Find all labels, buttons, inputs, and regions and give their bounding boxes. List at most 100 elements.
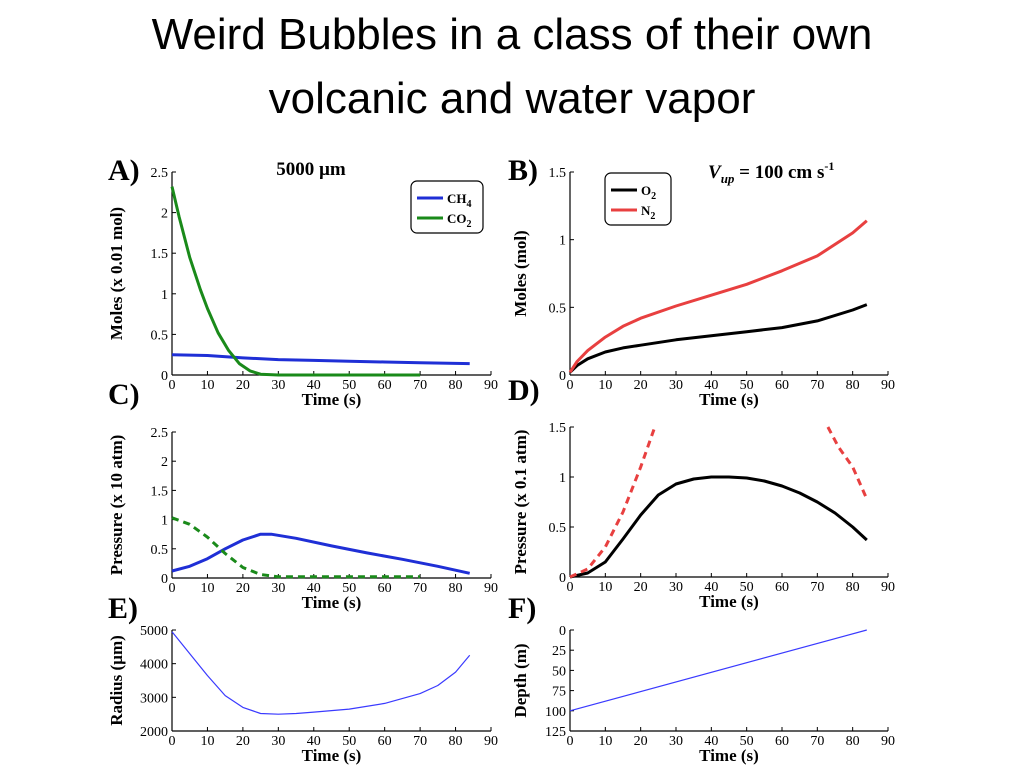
chart-panel-1: 0 10 20 30 40 50 60 70 80 90 0 0.5 1 1.5 2 2.5 Time (s) M… [107, 154, 498, 409]
series-line-2 [569, 426, 657, 579]
x-tick-label: 50 [740, 378, 754, 393]
x-tick-label: 20 [236, 581, 250, 596]
x-tick-label: 70 [413, 734, 427, 749]
y-tick-label: 0.5 [549, 301, 567, 316]
y-tick-label: 0 [161, 572, 168, 587]
panel-label: F) [508, 592, 536, 625]
y-tick-label: 2 [161, 207, 168, 222]
y-tick-label: 125 [545, 725, 566, 740]
x-tick-label: 0 [567, 580, 574, 595]
y-tick-label: 50 [552, 664, 566, 679]
y-axis-label: Pressure (x 0.1 atm) [511, 430, 530, 575]
x-tick-label: 0 [169, 734, 176, 749]
x-tick-label: 40 [307, 581, 321, 596]
x-tick-label: 50 [342, 581, 356, 596]
x-tick-label: 10 [598, 734, 612, 749]
x-tick-label: 50 [740, 580, 754, 595]
series-line-1 [171, 532, 471, 575]
x-tick-label: 70 [810, 734, 824, 749]
y-tick-label: 25 [552, 644, 566, 659]
x-tick-label: 20 [634, 734, 648, 749]
x-tick-label: 90 [881, 734, 895, 749]
y-tick-label: 1 [161, 514, 168, 529]
x-tick-label: 10 [200, 581, 214, 596]
x-axis-label: Time (s) [302, 746, 362, 765]
chart-panel-2: 0 10 20 30 40 50 60 70 80 90 0 0.5 1 1.5 Time (s) Moles… [508, 154, 895, 409]
x-tick-label: 80 [846, 378, 860, 393]
x-tick-label: 0 [567, 378, 574, 393]
x-tick-label: 60 [775, 734, 789, 749]
x-tick-label: 40 [704, 580, 718, 595]
legend-box [410, 180, 484, 234]
x-tick-label: 60 [775, 580, 789, 595]
x-tick-label: 60 [378, 581, 392, 596]
chart-panel-3: 0 10 20 30 40 50 60 70 80 90 0 0.5 1 1.5 2 2.5 Time (s) P… [107, 378, 498, 612]
y-tick-label: 1 [161, 288, 168, 303]
y-tick-label: 1.5 [549, 421, 567, 436]
chart-panel-4: 0 10 20 30 40 50 60 70 80 90 0 0.5 1 1.5 Time (s) Press… [508, 374, 895, 611]
x-tick-label: 70 [413, 378, 427, 393]
y-tick-label: 2.5 [151, 426, 169, 441]
slide-title-line-2: volcanic and water vapor [268, 74, 756, 123]
y-tick-label: 0.5 [151, 543, 169, 558]
x-tick-label: 30 [669, 734, 683, 749]
series-line-1 [569, 629, 867, 712]
y-tick-label: 0 [559, 624, 566, 639]
x-axis-label: Time (s) [302, 593, 362, 612]
x-tick-label: 30 [271, 581, 285, 596]
x-tick-label: 40 [704, 734, 718, 749]
y-axis-label: Depth (m) [511, 643, 530, 717]
y-axis-label: Pressure (x 10 atm) [107, 435, 126, 576]
panel-label: D) [508, 374, 540, 407]
chart-panel-5: 0 10 20 30 40 50 60 70 80 90 2000 3000 4000 5000 Time … [107, 592, 498, 765]
x-tick-label: 10 [598, 378, 612, 393]
series-line-2 [170, 186, 421, 377]
x-tick-label: 10 [598, 580, 612, 595]
x-tick-label: 90 [881, 378, 895, 393]
x-tick-label: 0 [169, 378, 176, 393]
x-tick-label: 30 [669, 580, 683, 595]
panel-label: B) [508, 154, 538, 187]
x-axis-label: Time (s) [699, 746, 759, 765]
y-tick-label: 1.5 [151, 247, 169, 262]
series-line-1 [171, 631, 471, 715]
y-tick-label: 3000 [140, 691, 168, 706]
x-tick-label: 50 [740, 734, 754, 749]
x-tick-label: 10 [200, 734, 214, 749]
x-axis-label: Time (s) [699, 390, 759, 409]
x-axis-label: Time (s) [302, 390, 362, 409]
x-tick-label: 20 [634, 378, 648, 393]
y-axis-label: Radius (µm) [107, 635, 126, 726]
x-tick-label: 80 [449, 734, 463, 749]
y-tick-label: 75 [552, 685, 566, 700]
panel-annotation: 5000 µm [276, 159, 346, 180]
y-tick-label: 1.5 [151, 484, 169, 499]
x-tick-label: 80 [846, 734, 860, 749]
legend-label: CO2 [447, 211, 472, 230]
y-axis-label: Moles (mol) [511, 230, 530, 316]
y-tick-label: 5000 [140, 624, 168, 639]
x-tick-label: 30 [271, 734, 285, 749]
series-line-3 [826, 426, 869, 500]
x-tick-label: 70 [810, 378, 824, 393]
x-tick-label: 50 [342, 734, 356, 749]
x-axis-label: Time (s) [699, 592, 759, 611]
x-tick-label: 60 [378, 378, 392, 393]
y-tick-label: 0 [559, 571, 566, 586]
series-line-1 [171, 353, 470, 366]
series-line-2 [171, 516, 421, 579]
slide-title-line-1: Weird Bubbles in a class of their own [151, 10, 873, 59]
x-tick-label: 70 [413, 581, 427, 596]
panel-label: C) [108, 378, 140, 411]
y-tick-label: 0.5 [151, 328, 169, 343]
x-tick-label: 40 [307, 378, 321, 393]
x-tick-label: 60 [775, 378, 789, 393]
y-tick-label: 2 [161, 455, 168, 470]
velocity-annotation: Vup = 100 cm s-1 [708, 159, 834, 186]
series-line-2 [568, 219, 868, 374]
x-tick-label: 0 [169, 581, 176, 596]
y-tick-label: 1 [559, 471, 566, 486]
x-tick-label: 90 [484, 378, 498, 393]
y-tick-label: 0 [559, 369, 566, 384]
